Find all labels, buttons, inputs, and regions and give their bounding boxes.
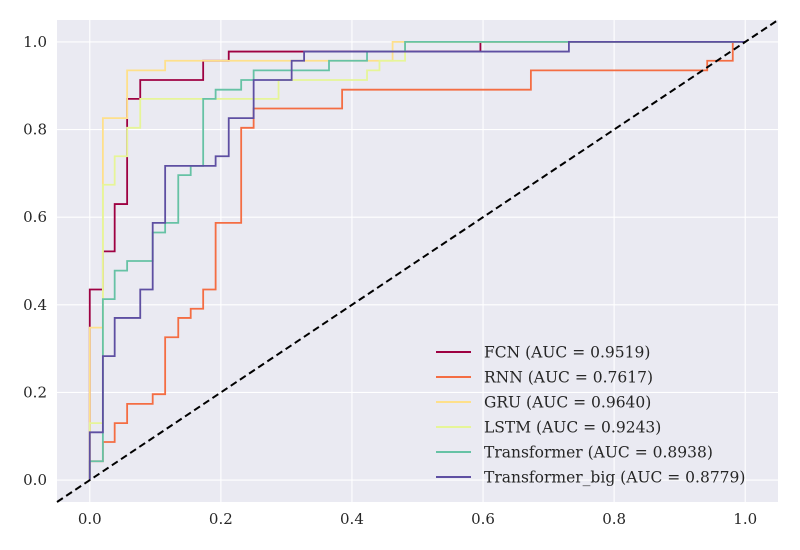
- legend-label-1: RNN (AUC = 0.7617): [484, 369, 653, 387]
- y-tick-label: 0.0: [23, 471, 47, 489]
- reference-diagonal: [56, 19, 779, 503]
- series-lines: [88, 41, 746, 481]
- x-tick-label: 0.0: [78, 510, 102, 528]
- legend-label-4: Transformer (AUC = 0.8938): [484, 444, 713, 462]
- x-tick-label: 1.0: [733, 510, 757, 528]
- y-tick-label: 0.4: [23, 296, 47, 314]
- series-line-2: [88, 41, 746, 481]
- series-line-5: [88, 41, 746, 481]
- y-tick-label: 0.2: [23, 383, 47, 401]
- x-tick-label: 0.8: [602, 510, 626, 528]
- legend: FCN (AUC = 0.9519) RNN (AUC = 0.7617) GRU …: [436, 344, 745, 487]
- y-tick-label: 1.0: [23, 33, 47, 51]
- x-tick-labels: 0.0 0.2 0.4 0.6 0.8 1.0: [78, 510, 757, 528]
- x-tick-label: 0.2: [209, 510, 233, 528]
- series-line-1: [88, 41, 746, 481]
- series-line-3: [88, 41, 746, 481]
- y-tick-label: 0.8: [23, 121, 47, 139]
- y-tick-label: 0.6: [23, 208, 47, 226]
- legend-label-0: FCN (AUC = 0.9519): [484, 344, 650, 362]
- grid: [57, 20, 778, 502]
- legend-label-2: GRU (AUC = 0.9640): [484, 394, 651, 412]
- x-tick-label: 0.4: [340, 510, 364, 528]
- reference-line: [56, 19, 779, 503]
- y-tick-labels: 0.0 0.2 0.4 0.6 0.8 1.0: [23, 33, 47, 489]
- legend-label-5: Transformer_big (AUC = 0.8779): [484, 469, 745, 487]
- legend-label-3: LSTM (AUC = 0.9243): [484, 419, 661, 437]
- x-tick-label: 0.6: [471, 510, 495, 528]
